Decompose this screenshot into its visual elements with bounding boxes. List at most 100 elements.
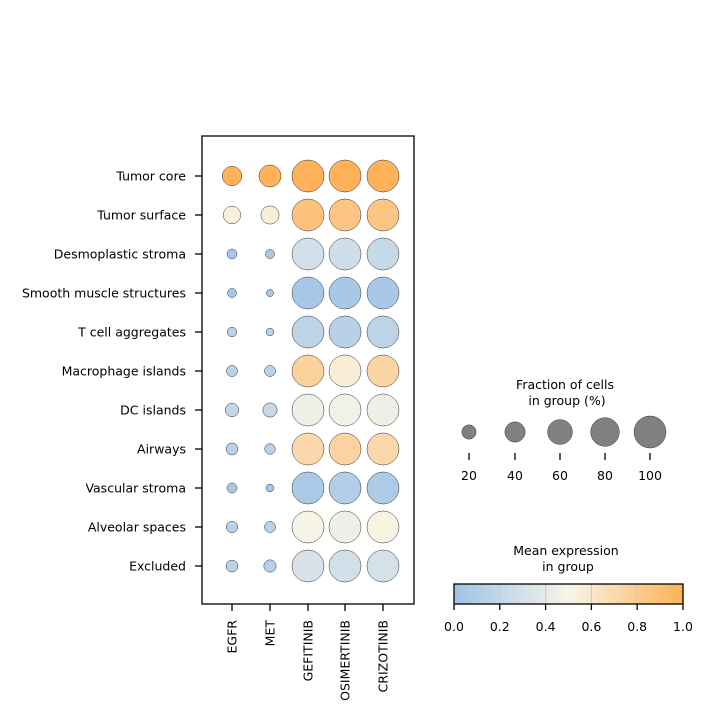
column-label: MET — [263, 620, 278, 647]
dot — [291, 237, 325, 271]
dot — [264, 443, 276, 455]
colorbar-tick-label: 0.8 — [627, 619, 647, 634]
colorbar-frame — [453, 583, 684, 605]
dot — [366, 471, 400, 505]
row-label: Vascular stroma — [85, 481, 186, 496]
dot — [291, 159, 325, 193]
main-panel: Tumor core Tumor surface Desmoplastic stro… — [22, 135, 415, 701]
dot — [222, 166, 242, 186]
dot — [225, 520, 239, 534]
dot — [262, 402, 278, 418]
size-legend-label: 40 — [507, 468, 523, 483]
colorbar-tick-label: 0.4 — [536, 619, 556, 634]
dot — [226, 326, 238, 338]
dot — [328, 237, 362, 271]
dot — [291, 549, 325, 583]
dot — [222, 205, 242, 225]
row-label: T cell aggregates — [77, 325, 186, 340]
colorbar-tick-label: 1.0 — [673, 619, 693, 634]
dot — [366, 432, 400, 466]
dot — [227, 288, 237, 298]
row-labels: Tumor core Tumor surface Desmoplastic stro… — [22, 169, 202, 574]
dot — [264, 365, 276, 377]
dot — [224, 402, 240, 418]
dot — [226, 248, 238, 260]
dot — [264, 521, 276, 533]
size-legend-dot — [461, 424, 477, 440]
dot — [328, 315, 362, 349]
colorbar-tick-label: 0.6 — [581, 619, 601, 634]
dot — [366, 393, 400, 427]
dot — [260, 205, 280, 225]
dot — [291, 510, 325, 544]
dot — [291, 276, 325, 310]
dot — [328, 432, 362, 466]
column-label: GEFITINIB — [301, 620, 316, 681]
dot — [366, 276, 400, 310]
row-label: Desmoplastic stroma — [54, 247, 186, 262]
size-legend-dot — [590, 417, 620, 447]
dot — [328, 159, 362, 193]
colorbar-fill — [454, 584, 683, 604]
dot — [265, 483, 275, 493]
dot — [366, 198, 400, 232]
dot — [226, 482, 238, 494]
dot — [291, 315, 325, 349]
colorbar-ticks: 0.0 0.2 0.4 0.6 0.8 1.0 — [444, 584, 693, 634]
size-legend-dot — [547, 419, 573, 445]
size-legend-title-line-1: Fraction of cells — [516, 377, 614, 392]
size-legend-label: 80 — [597, 468, 613, 483]
dot — [266, 289, 274, 297]
dot — [258, 164, 282, 188]
dots-layer — [222, 159, 400, 583]
row-label: Macrophage islands — [62, 364, 186, 379]
size-legend-label: 60 — [552, 468, 568, 483]
size-legend-label: 100 — [638, 468, 662, 483]
colorbar-tick-label: 0.0 — [444, 619, 464, 634]
dot — [263, 559, 277, 573]
dot — [328, 393, 362, 427]
dot — [328, 549, 362, 583]
row-label: Airways — [137, 442, 186, 457]
size-legend-dot — [633, 415, 667, 449]
size-legend: Fraction of cells in group (%) 20 40 60 80 1… — [461, 377, 667, 483]
dot — [291, 393, 325, 427]
dot — [291, 471, 325, 505]
row-label: Alveolar spaces — [88, 520, 186, 535]
dot — [328, 276, 362, 310]
size-legend-title: Fraction of cells in group (%) — [516, 377, 618, 408]
colorbar-title: Mean expression in group — [513, 543, 622, 574]
size-legend-label: 20 — [461, 468, 477, 483]
dot — [225, 442, 239, 456]
dot — [328, 471, 362, 505]
size-legend-items: 20 40 60 80 100 — [461, 415, 667, 483]
dot — [366, 159, 400, 193]
column-label: CRIZOTINIB — [376, 620, 391, 692]
dot — [366, 549, 400, 583]
column-label: OSIMERTINIB — [338, 620, 353, 701]
dot — [366, 237, 400, 271]
dot — [328, 198, 362, 232]
dot — [366, 510, 400, 544]
row-label: Tumor core — [115, 169, 186, 184]
dot — [328, 354, 362, 388]
colorbar-tick-label: 0.2 — [490, 619, 510, 634]
dot — [225, 559, 239, 573]
dot — [265, 327, 275, 337]
dot — [291, 354, 325, 388]
column-label: EGFR — [225, 620, 240, 654]
dot — [265, 249, 275, 259]
column-labels: EGFR MET GEFITINIB OSIMERTINIB CRIZOTINIB — [225, 604, 391, 701]
row-label: DC islands — [120, 403, 186, 418]
dot — [291, 198, 325, 232]
colorbar: Mean expression in group 0.0 0.2 0.4 0.6 0.8… — [444, 543, 693, 634]
dot — [328, 510, 362, 544]
row-label: Tumor surface — [96, 208, 186, 223]
size-legend-dot — [504, 421, 526, 443]
dot — [366, 315, 400, 349]
row-label: Smooth muscle structures — [22, 286, 186, 301]
dot — [226, 365, 238, 377]
colorbar-title-line-1: Mean expression — [513, 543, 618, 558]
dot — [366, 354, 400, 388]
